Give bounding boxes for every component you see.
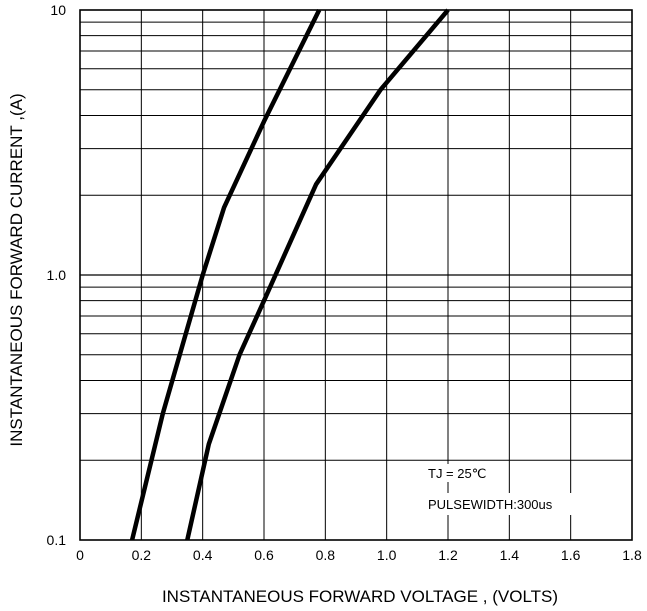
annotations: TJ = 25℃ PULSEWIDTH:300us	[426, 464, 582, 515]
series-line-2	[185, 8, 450, 541]
series-group	[129, 8, 450, 541]
series-line-1	[129, 9, 322, 541]
x-tick-label: 0	[76, 547, 84, 563]
x-tick-label: 1.0	[377, 547, 397, 563]
y-tick-label: 1.0	[47, 267, 67, 283]
annotation-pulsewidth: PULSEWIDTH:300us	[428, 497, 553, 512]
x-tick-label: 0.2	[132, 547, 152, 563]
x-tick-label: 1.2	[438, 547, 458, 563]
grid	[79, 9, 633, 541]
y-tick-label: 0.1	[47, 532, 67, 548]
y-tick-label: 10	[50, 2, 66, 18]
x-tick-label: 1.8	[622, 547, 642, 563]
x-tick-labels: 0 0.2 0.4 0.6 0.8 1.0 1.2 1.4 1.6 1.8	[76, 547, 642, 563]
x-tick-label: 0.6	[254, 547, 274, 563]
x-tick-label: 0.8	[316, 547, 336, 563]
y-axis-label: INSTANTANEOUS FORWARD CURRENT ,(A)	[7, 93, 26, 446]
annotation-temperature: TJ = 25℃	[428, 466, 486, 481]
annotation-background	[426, 493, 582, 515]
x-axis-label: INSTANTANEOUS FORWARD VOLTAGE , (VOLTS)	[162, 587, 558, 606]
x-tick-label: 1.4	[500, 547, 520, 563]
x-tick-label: 1.6	[561, 547, 581, 563]
annotation-background	[426, 464, 508, 482]
x-tick-label: 0.4	[193, 547, 213, 563]
y-tick-labels: 0.1 1.0 10	[47, 2, 67, 548]
